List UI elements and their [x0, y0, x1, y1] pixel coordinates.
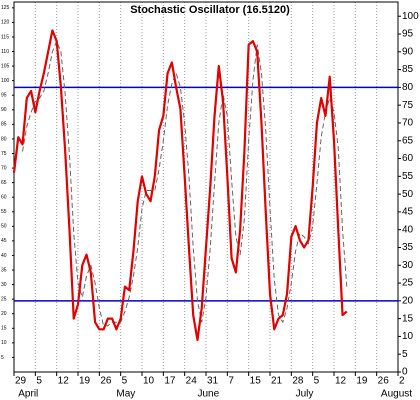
y2-tick-label: 115 [1, 34, 9, 40]
x-tick-label: 12 [58, 376, 70, 387]
series-line [22, 40, 348, 327]
month-label: August [381, 389, 412, 400]
x-tick-label: 2 [399, 376, 405, 387]
y-tick-label: 15 [402, 313, 414, 324]
y-tick-label: 80 [402, 82, 414, 93]
y-tick-label: 5 [402, 349, 408, 360]
y2-tick-label: 85 [1, 122, 7, 128]
y2-tick-label: 60 [1, 195, 7, 201]
y-tick-label: 45 [402, 207, 414, 218]
y2-tick-label: 110 [1, 49, 9, 55]
y-tick-label: 95 [402, 29, 414, 40]
x-tick-label: 19 [79, 376, 91, 387]
month-label: April [18, 389, 38, 400]
y-tick-label: 60 [402, 153, 414, 164]
y2-tick-label: 35 [1, 267, 7, 273]
x-tick-label: 28 [292, 376, 304, 387]
y-tick-label: 90 [402, 46, 414, 57]
y-tick-label: 20 [402, 295, 414, 306]
y2-tick-label: 65 [1, 180, 7, 186]
y-tick-label: 55 [402, 171, 414, 182]
x-tick-label: 24 [186, 376, 198, 387]
y-tick-label: 10 [402, 331, 414, 342]
y-tick-label: 85 [402, 64, 414, 75]
y2-tick-label: 75 [1, 151, 7, 157]
y2-tick-label: 105 [1, 63, 10, 69]
y2-tick-label: 95 [1, 93, 7, 99]
y2-tick-label: 120 [1, 20, 10, 26]
plot-frame [13, 1, 399, 373]
x-tick-label: 31 [207, 376, 219, 387]
y-tick-label: 30 [402, 260, 414, 271]
y2-tick-label: 10 [1, 340, 7, 346]
y2-tick-label: 25 [1, 296, 7, 302]
y2-tick-label: 15 [1, 326, 7, 332]
x-tick-label: 5 [122, 376, 128, 387]
y2-tick-label: 30 [1, 282, 7, 288]
month-label: May [116, 389, 135, 400]
y2-tick-label: 100 [1, 78, 10, 84]
y2-tick-label: 80 [1, 136, 7, 142]
y2-tick-label: 90 [1, 107, 7, 113]
x-tick-label: 5 [314, 376, 320, 387]
y2-tick-label: 45 [1, 238, 7, 244]
month-label: June [197, 389, 219, 400]
y2-tick-label: 50 [1, 224, 7, 230]
chart-title: Stochastic Oscillator (16.5120) [130, 4, 290, 16]
x-tick-label: 21 [271, 376, 283, 387]
x-tick-label: 7 [228, 376, 234, 387]
y2-tick-label: 70 [1, 165, 7, 171]
y2-tick-label: 40 [1, 253, 7, 259]
y-tick-label: 50 [402, 189, 414, 200]
month-label: July [296, 389, 314, 400]
x-tick-label: 19 [356, 376, 368, 387]
y-tick-label: 100 [402, 11, 419, 22]
series-line [12, 29, 348, 342]
x-tick-label: 10 [143, 376, 155, 387]
x-tick-label: 12 [335, 376, 347, 387]
y-tick-label: 40 [402, 224, 414, 235]
y2-tick-label: 125 [1, 5, 10, 11]
x-tick-label: 29 [15, 376, 27, 387]
y-tick-label: 0 [402, 367, 408, 378]
y2-tick-label: 55 [1, 209, 7, 215]
x-tick-label: 26 [100, 376, 112, 387]
y-tick-label: 25 [402, 278, 414, 289]
y-tick-label: 70 [402, 118, 414, 129]
x-tick-label: 15 [250, 376, 262, 387]
x-tick-label: 5 [36, 376, 42, 387]
y2-tick-label: 5 [1, 355, 4, 361]
x-tick-label: 17 [164, 376, 176, 387]
y-tick-label: 65 [402, 135, 414, 146]
y-tick-label: 75 [402, 100, 414, 111]
y-tick-label: 35 [402, 242, 414, 253]
y2-tick-label: 20 [1, 311, 7, 317]
x-tick-label: 26 [378, 376, 390, 387]
